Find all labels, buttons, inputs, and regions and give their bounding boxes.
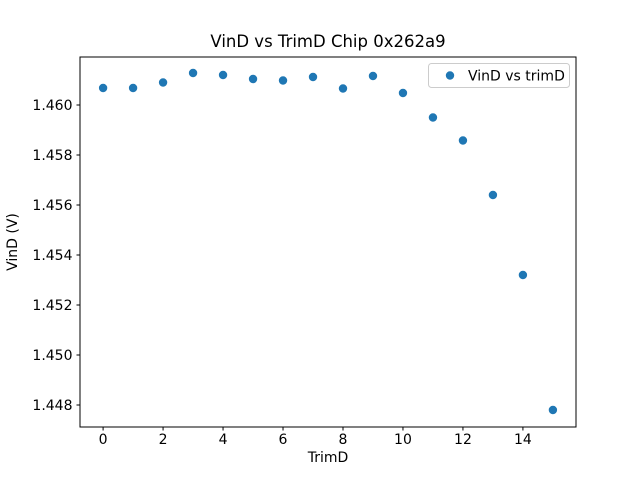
data-point	[278, 76, 288, 85]
x-tick-label: 14	[514, 432, 532, 448]
x-tick-label: 10	[394, 432, 412, 448]
axis-ticks: 0 2 4 6 8 10 12 14 1.448 1.450 1.452 1.454 1.456 1.45…	[32, 98, 532, 448]
data-point	[308, 72, 318, 82]
x-axis-label: TrimD	[307, 450, 349, 466]
x-tick-label: 2	[159, 432, 168, 448]
legend-marker-circle-icon	[445, 71, 455, 80]
legend-box	[428, 63, 570, 88]
data-point	[218, 70, 228, 80]
data-point	[158, 78, 168, 87]
y-tick-label: 1.460	[32, 98, 72, 114]
x-tick-label: 4	[219, 432, 228, 448]
x-tick-label: 8	[339, 432, 348, 448]
data-point	[488, 190, 498, 200]
y-tick-label: 1.456	[32, 198, 72, 214]
y-tick-label: 1.458	[32, 148, 72, 164]
data-point	[338, 84, 348, 93]
data-point	[98, 83, 108, 93]
data-point	[128, 83, 138, 93]
y-tick-label: 1.454	[32, 248, 72, 264]
x-tick-label: 0	[99, 432, 108, 448]
y-tick-label: 1.452	[32, 298, 72, 314]
data-point	[548, 405, 558, 415]
plot-area	[79, 56, 577, 428]
data-point	[188, 68, 198, 78]
y-axis-label: VinD (V)	[5, 213, 21, 271]
legend-label: VinD vs trimD	[468, 69, 565, 85]
data-points	[98, 68, 558, 415]
data-point	[458, 136, 468, 145]
data-point	[518, 270, 528, 280]
y-tick-label: 1.448	[32, 398, 72, 414]
data-point	[248, 74, 258, 84]
data-point	[398, 88, 408, 98]
y-tick-label: 1.450	[32, 348, 72, 364]
legend: VinD vs trimD	[428, 63, 570, 88]
x-tick-label: 6	[279, 432, 288, 448]
chart-title: VinD vs TrimD Chip 0x262a9	[210, 32, 445, 51]
data-point	[368, 71, 378, 81]
data-point	[428, 113, 438, 122]
x-tick-label: 12	[454, 432, 472, 448]
